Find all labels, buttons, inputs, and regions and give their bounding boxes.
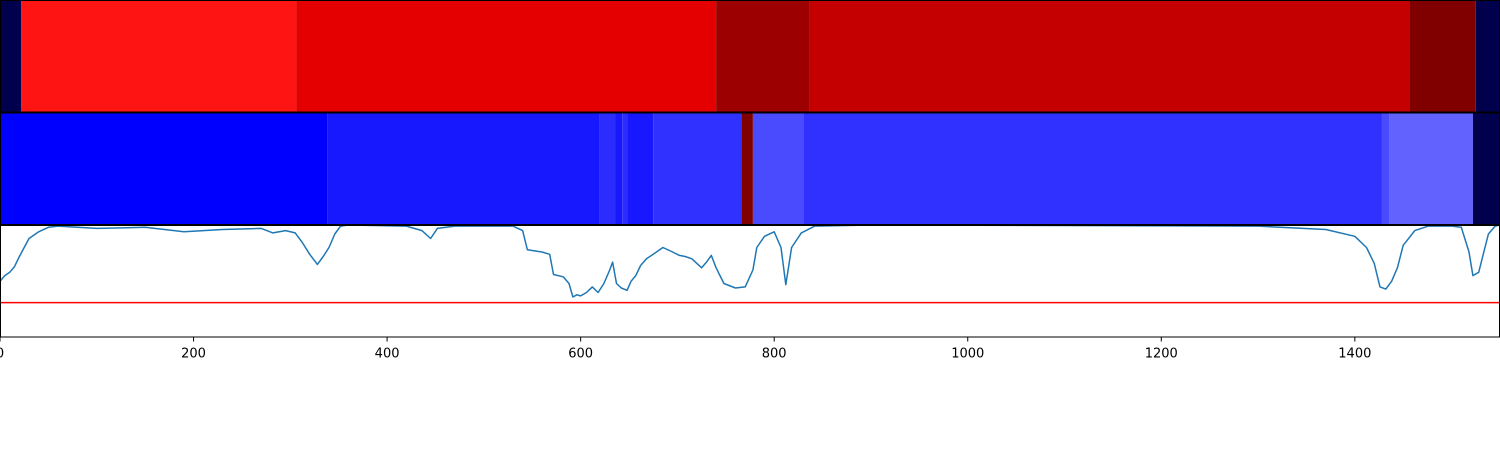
track1-segment-7 [1475,0,1500,113]
track2-segment-11 [1381,112,1390,225]
track2-segment-4 [615,112,623,225]
track2-segment-1 [0,112,328,225]
x-tick-label-3: 400 [375,347,400,362]
x-tick-label-5: 800 [762,347,787,362]
x-tick-label-6: 1000 [951,347,984,362]
x-tick-label-2: 200 [181,347,206,362]
track1-segment-1 [0,0,22,113]
track1-segment-6 [1410,0,1476,113]
track2-segment-9 [752,112,804,225]
x-tick-label-8: 1400 [1338,347,1371,362]
track1-segment-2 [21,0,297,113]
x-tick-label-4: 600 [568,347,593,362]
track1-segment-4 [716,0,810,113]
track2-segment-13 [1472,112,1500,225]
track2-segment-5 [622,112,628,225]
panel-frame-3 [0,225,1500,338]
x-tick-label-1: 0 [0,347,4,362]
track2-segment-7 [653,112,742,225]
series-line-1 [0,224,1500,298]
track2-segment-3 [599,112,616,225]
track2-segment-12 [1389,112,1473,225]
x-tick-label-7: 1200 [1145,347,1178,362]
track2-segment-6 [627,112,654,225]
track2-segment-2 [327,112,600,225]
track2-segment-10 [803,112,1382,225]
track1-segment-5 [809,0,1410,113]
track1-segment-3 [296,0,717,113]
track2-segment-8 [741,112,753,225]
